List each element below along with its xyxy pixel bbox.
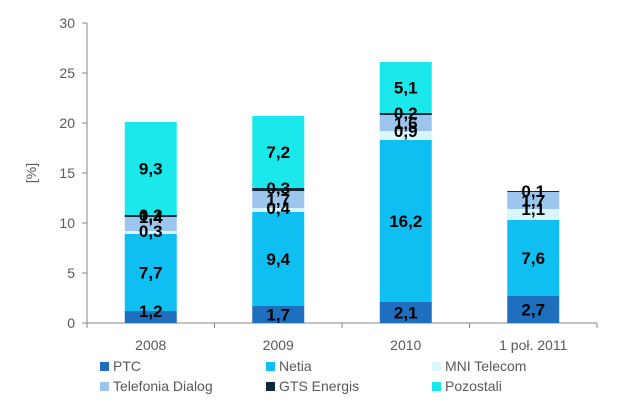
data-label: 7,7 [139, 264, 163, 283]
data-label: 0,9 [394, 122, 418, 141]
bar-segment [379, 113, 432, 115]
bar-segment [124, 217, 177, 231]
data-label: 1,6 [394, 114, 418, 133]
x-tick-label: 2009 [263, 337, 294, 353]
bar-segment [507, 220, 560, 296]
y-tick-label: 30 [59, 15, 75, 31]
bar-segment [507, 191, 560, 192]
data-label: 0,1 [521, 182, 545, 201]
bar-segment [124, 122, 177, 215]
data-label: 1,4 [139, 208, 163, 227]
y-tick-label: 0 [67, 315, 75, 331]
data-label: 1,7 [521, 192, 545, 211]
bar-segment [252, 208, 305, 212]
data-labels: 1,27,70,31,40,29,31,79,40,41,70,37,22,11… [139, 79, 545, 325]
y-tick-label: 5 [67, 265, 75, 281]
legend-swatch [100, 382, 109, 391]
bar-segment [507, 192, 560, 209]
legend-label: GTS Energis [279, 378, 359, 394]
data-label: 0,2 [139, 206, 163, 225]
bar-segment [252, 116, 305, 188]
bars [124, 62, 560, 323]
bar-segment [252, 188, 305, 191]
data-label: 1,1 [521, 200, 545, 219]
bar-segment [124, 231, 177, 234]
data-label: 2,7 [521, 301, 545, 320]
y-tick-label: 25 [59, 65, 75, 81]
data-label: 0,2 [394, 104, 418, 123]
bar-segment [379, 62, 432, 113]
bar-segment [252, 191, 305, 208]
data-label: 0,3 [266, 179, 290, 198]
x-axis: 2008 2009 2010 1 poł. 2011 [86, 322, 598, 353]
bar-segment [124, 234, 177, 311]
data-label: 16,2 [389, 212, 422, 231]
bar-segment [124, 311, 177, 323]
legend-swatch [100, 362, 109, 371]
data-label: 1,2 [139, 302, 163, 321]
legend-swatch [266, 382, 275, 391]
y-tick-label: 15 [59, 165, 75, 181]
bar-segment [379, 115, 432, 131]
data-label: 1,7 [266, 191, 290, 210]
legend-label: PTC [113, 358, 141, 374]
bar-segment [379, 302, 432, 323]
legend-label: Telefonia Dialog [113, 378, 213, 394]
data-label: 5,1 [394, 79, 418, 98]
data-label: 2,1 [394, 304, 418, 323]
bar-segment [252, 306, 305, 323]
bar-segment [252, 212, 305, 306]
bar-segment [379, 131, 432, 140]
x-tick-label: 1 poł. 2011 [499, 337, 567, 353]
y-tick-label: 20 [59, 115, 75, 131]
bar-segment [507, 296, 560, 323]
data-label: 9,3 [139, 160, 163, 179]
legend-label: Netia [279, 358, 312, 374]
bar-segment [507, 209, 560, 220]
legend-label: Pozostali [445, 378, 502, 394]
bar-segment [124, 215, 177, 217]
data-label: 7,2 [266, 143, 290, 162]
data-label: 0,3 [139, 222, 163, 241]
legend-label: MNI Telecom [445, 358, 526, 374]
legend-swatch [432, 382, 441, 391]
y-tick-label: 10 [59, 215, 75, 231]
data-label: 9,4 [266, 250, 290, 269]
y-axis: 0 5 10 15 20 25 30 [59, 15, 88, 331]
x-tick-label: 2010 [390, 337, 421, 353]
data-label: 1,7 [266, 306, 290, 325]
data-label: 7,6 [521, 249, 545, 268]
bar-segment [379, 140, 432, 302]
y-axis-label: [%] [23, 163, 39, 183]
data-label: 0,4 [266, 199, 290, 218]
x-tick-label: 2008 [135, 337, 166, 353]
legend-swatch [432, 362, 441, 371]
legend: PTC Netia MNI Telecom Telefonia Dialog GTS E… [100, 358, 526, 394]
legend-swatch [266, 362, 275, 371]
